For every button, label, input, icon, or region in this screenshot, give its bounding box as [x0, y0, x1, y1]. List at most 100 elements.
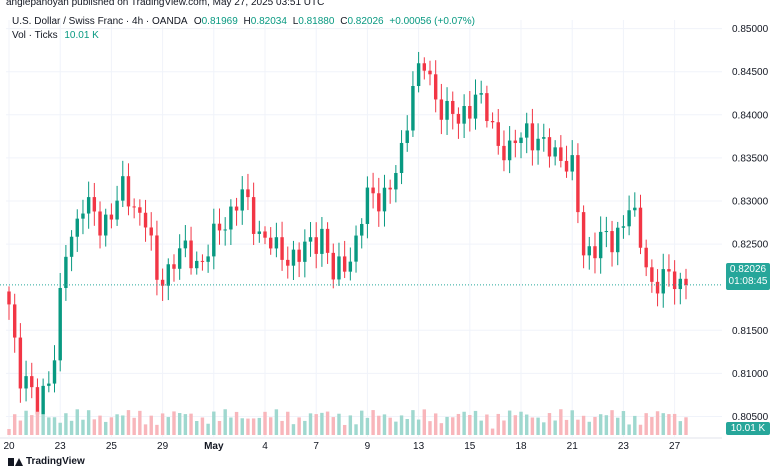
open-label: O [193, 16, 202, 27]
volume-bar [564, 419, 569, 435]
price-tick-label: 0.81500 [732, 326, 769, 337]
volume-bar [462, 411, 466, 435]
price-tick-label: 0.82500 [732, 240, 769, 251]
candle-body [18, 337, 23, 389]
time-tick-label: 25 [106, 441, 118, 452]
tradingview-brand: TradingView [26, 456, 85, 467]
time-tick-label: 9 [365, 441, 371, 452]
volume-bar [251, 418, 256, 435]
volume-bar [86, 410, 91, 435]
candle-body [502, 145, 506, 161]
time-tick-label: 23 [618, 441, 630, 452]
candle-body [547, 137, 552, 157]
volume-bar [166, 417, 171, 435]
price-tick-label: 0.80500 [732, 412, 769, 423]
volume-bar [337, 413, 341, 435]
volume-bar [399, 415, 404, 435]
candle-body [627, 210, 631, 227]
candle-body [52, 360, 57, 384]
volume-label[interactable]: Vol · Ticks [12, 30, 58, 41]
volume-bar [47, 417, 51, 435]
volume-bar [382, 414, 387, 435]
candle-body [75, 218, 79, 237]
volume-bar [160, 413, 165, 435]
candle-body [616, 227, 620, 253]
volume-bar [325, 411, 330, 435]
candle-body [291, 249, 296, 266]
candle-body [576, 155, 580, 213]
candle-body [109, 214, 114, 220]
time-tick-label: 15 [464, 441, 476, 452]
candle-body [468, 105, 472, 119]
volume-bar [126, 410, 131, 435]
candle-body [121, 176, 125, 201]
tradingview-logo[interactable]: TradingView [8, 456, 85, 467]
price-tick-label: 0.85000 [732, 24, 769, 35]
candle-body [98, 211, 102, 236]
time-tick-label: May [204, 441, 224, 452]
candle-body [433, 74, 438, 100]
candle-body [229, 206, 233, 230]
candle-body [490, 121, 495, 123]
candle-body [303, 241, 307, 262]
volume-bar [195, 421, 199, 435]
symbol-title[interactable]: U.S. Dollar / Swiss Franc · 4h · OANDA [12, 16, 188, 27]
candle-body [342, 256, 347, 272]
candle-body [41, 385, 45, 415]
volume-bar [155, 424, 159, 435]
volume-bar [451, 417, 455, 435]
volume-value: 10.01 K [64, 30, 99, 41]
volume-bar [280, 420, 284, 435]
low-value: 0.81880 [298, 16, 335, 27]
candle-body [155, 235, 159, 280]
volume-bar [371, 410, 375, 435]
candle-body [496, 122, 500, 146]
volume-bar [98, 415, 102, 435]
candle-body [405, 130, 409, 143]
time-tick-label: 27 [669, 441, 681, 452]
candle-body [655, 281, 660, 294]
candle-body [428, 70, 432, 75]
candle-body [246, 189, 250, 198]
volume-bar [35, 411, 40, 435]
candle-body [593, 246, 597, 259]
candle-body [667, 269, 671, 272]
volume-bar [58, 422, 62, 435]
volume-bar [468, 414, 472, 435]
volume-bar [104, 421, 108, 435]
volume-bar [473, 410, 478, 435]
volume-bar [342, 424, 347, 435]
candle-body [604, 231, 609, 233]
volume-bar [12, 414, 17, 435]
candles [7, 51, 688, 424]
volume-bar [320, 412, 324, 435]
candle-body [58, 287, 62, 361]
time-tick-label: 7 [313, 441, 319, 452]
candle-body [479, 93, 483, 95]
candle-body [416, 63, 421, 87]
price-axis: 0.85000 0.84500 0.84000 0.83500 0.83000 0.825… [732, 24, 769, 423]
candle-body [166, 264, 171, 286]
volume-bar [132, 417, 136, 435]
candle-body [240, 189, 244, 211]
time-tick-label: 21 [567, 441, 579, 452]
candle-body [268, 237, 273, 249]
candle-body [473, 94, 478, 119]
candle-body [394, 172, 398, 190]
volume-bar [268, 417, 273, 435]
volume-bar [303, 420, 307, 435]
volume-bar [616, 417, 620, 435]
volume-bar [678, 421, 683, 435]
candle-body [320, 228, 324, 254]
volume-bar [246, 418, 250, 435]
volume-bar [69, 420, 74, 435]
candle-body [388, 187, 392, 190]
volume-bar [411, 410, 415, 435]
time-tick-label: 4 [262, 441, 268, 452]
candle-body [360, 223, 364, 236]
volume-bar [212, 411, 216, 435]
volume-bar [274, 409, 279, 435]
volume-bar [587, 421, 591, 435]
candle-body [382, 187, 387, 212]
